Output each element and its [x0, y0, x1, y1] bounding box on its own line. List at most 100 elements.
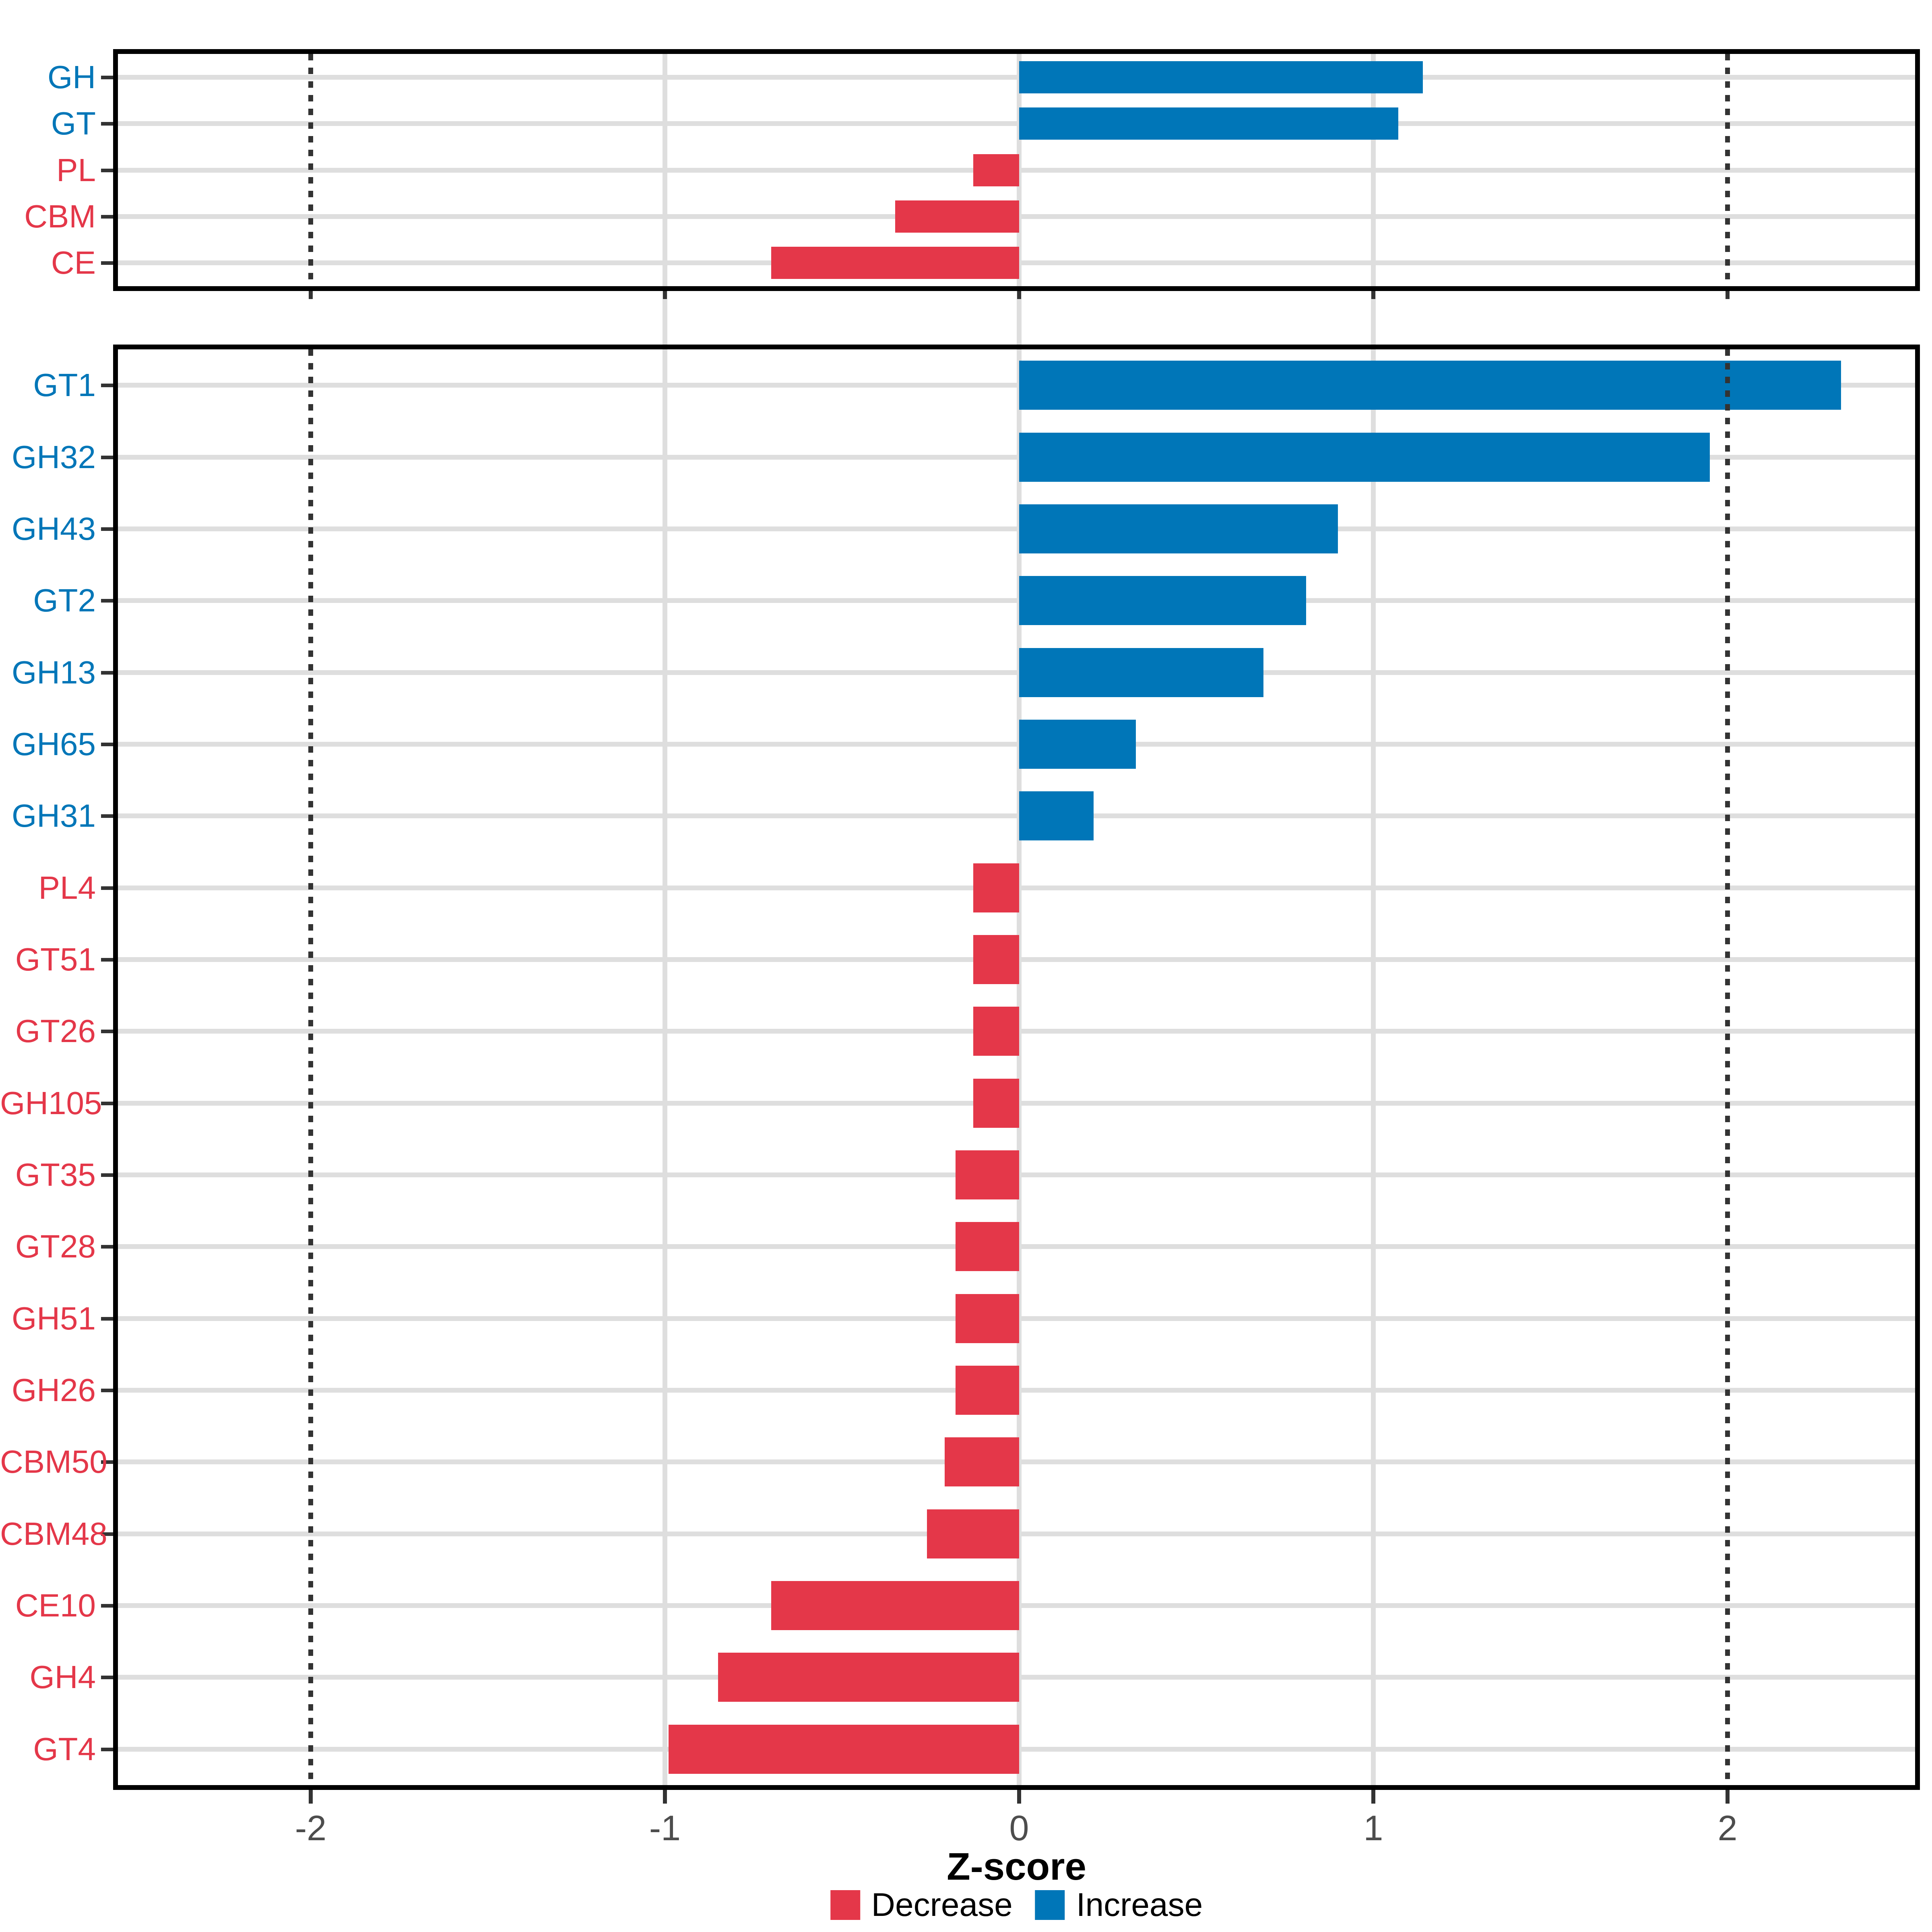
- y-tick-PL: [101, 168, 113, 172]
- bar-GH51: [955, 1294, 1019, 1343]
- y-tick-GH: [101, 75, 113, 79]
- bar-GH4: [718, 1653, 1019, 1702]
- y-tick-CE10: [101, 1604, 113, 1608]
- category-label-CBM50: CBM50: [0, 1444, 107, 1480]
- x-gridline-0: [1017, 54, 1022, 1785]
- category-label-CBM48: CBM48: [0, 1515, 107, 1552]
- category-label-GT4: GT4: [33, 1731, 96, 1767]
- bar-CBM48: [927, 1509, 1019, 1558]
- category-label-GH105: GH105: [0, 1085, 102, 1121]
- y-tick-GT51: [101, 958, 113, 962]
- y-tick-CE: [101, 261, 113, 265]
- category-label-GT28: GT28: [15, 1228, 96, 1265]
- y-tick-CBM50: [101, 1460, 113, 1464]
- y-tick-GH26: [101, 1389, 113, 1393]
- bar-PL: [973, 154, 1019, 186]
- bar-GH: [1019, 61, 1423, 93]
- category-label-CE10: CE10: [15, 1587, 96, 1624]
- legend-item-increase: Increase: [1035, 1889, 1203, 1922]
- family-detail-panel: [113, 345, 1920, 1790]
- x-gridline--1: [663, 54, 667, 1785]
- legend-item-decrease: Decrease: [830, 1889, 1013, 1922]
- bar-CE10: [771, 1581, 1019, 1631]
- legend-key-increase-swatch: [1035, 1890, 1065, 1920]
- row-gridline-GH65: [118, 741, 1915, 747]
- bar-GT35: [955, 1150, 1019, 1200]
- y-tick-GT28: [101, 1245, 113, 1249]
- x-tick-label--1: -1: [649, 1808, 681, 1848]
- bar-GT28: [955, 1222, 1019, 1271]
- category-label-GT26: GT26: [15, 1013, 96, 1049]
- category-label-GT: GT: [51, 105, 96, 142]
- y-tick-CBM48: [101, 1532, 113, 1536]
- category-label-CE: CE: [51, 245, 96, 281]
- x-tick-0-cazyme-class-summary: [1017, 291, 1021, 299]
- y-tick-GH31: [101, 814, 113, 818]
- reference-line--2: [308, 54, 313, 286]
- x-tick-label-0: 0: [1009, 1808, 1029, 1848]
- y-tick-GH43: [101, 527, 113, 531]
- bar-GH13: [1019, 648, 1264, 697]
- category-label-PL: PL: [56, 152, 96, 188]
- bar-GH26: [955, 1366, 1019, 1415]
- category-label-GH51: GH51: [12, 1300, 96, 1336]
- reference-line-2: [1725, 54, 1730, 286]
- row-gridline-GT2: [118, 598, 1915, 603]
- x-tick--2-cazyme-class-summary: [309, 291, 313, 299]
- category-label-GT51: GT51: [15, 941, 96, 977]
- category-label-GT2: GT2: [33, 582, 96, 619]
- y-tick-GT26: [101, 1030, 113, 1034]
- y-tick-GH105: [101, 1101, 113, 1105]
- bar-GT51: [973, 935, 1019, 984]
- class-summary-panel: [113, 49, 1920, 291]
- y-tick-GH51: [101, 1317, 113, 1321]
- y-tick-GH13: [101, 671, 113, 675]
- x-tick--2-cazyme-family-detail: [309, 1790, 313, 1804]
- category-label-GH13: GH13: [12, 654, 96, 690]
- x-tick-2-cazyme-class-summary: [1726, 291, 1730, 299]
- y-tick-GH4: [101, 1676, 113, 1680]
- x-tick--1-cazyme-family-detail: [663, 1790, 667, 1804]
- y-tick-GH32: [101, 455, 113, 459]
- y-tick-GT2: [101, 599, 113, 603]
- x-tick-label-1: 1: [1363, 1808, 1383, 1848]
- bar-GH31: [1019, 791, 1094, 841]
- category-label-GT35: GT35: [15, 1157, 96, 1193]
- y-tick-GT: [101, 122, 113, 126]
- bar-GH105: [973, 1078, 1019, 1128]
- bar-GT: [1019, 107, 1398, 140]
- x-tick-1-cazyme-class-summary: [1371, 291, 1375, 299]
- row-gridline-GH: [118, 74, 1915, 80]
- y-tick-CBM: [101, 215, 113, 219]
- bar-GT26: [973, 1007, 1019, 1056]
- category-label-PL4: PL4: [38, 869, 96, 906]
- x-tick-1-cazyme-family-detail: [1371, 1790, 1375, 1804]
- y-tick-GT1: [101, 384, 113, 388]
- x-tick--1-cazyme-class-summary: [663, 291, 667, 299]
- y-tick-GT35: [101, 1173, 113, 1177]
- legend-key-decrease-swatch: [830, 1890, 860, 1920]
- legend-label-increase: Increase: [1076, 1887, 1203, 1923]
- x-tick-2-cazyme-family-detail: [1726, 1790, 1730, 1804]
- bar-GT4: [668, 1724, 1019, 1774]
- row-gridline-GH43: [118, 526, 1915, 531]
- reference-line--2: [308, 349, 313, 1785]
- row-gridline-GH31: [118, 813, 1915, 819]
- reference-line-2: [1725, 349, 1730, 1785]
- category-label-GH32: GH32: [12, 439, 96, 475]
- y-tick-PL4: [101, 886, 113, 890]
- category-label-GH4: GH4: [29, 1659, 96, 1695]
- category-label-GT1: GT1: [33, 367, 96, 403]
- bar-GH32: [1019, 432, 1710, 482]
- bar-GT1: [1019, 361, 1841, 410]
- row-gridline-GH13: [118, 670, 1915, 675]
- bar-CBM: [895, 200, 1019, 233]
- category-label-GH26: GH26: [12, 1372, 96, 1408]
- x-tick-label-2: 2: [1717, 1808, 1738, 1848]
- bar-PL4: [973, 863, 1019, 912]
- bar-GT2: [1019, 576, 1306, 625]
- x-tick-0-cazyme-family-detail: [1017, 1790, 1021, 1804]
- category-label-GH65: GH65: [12, 726, 96, 762]
- x-gridline-1: [1371, 54, 1376, 1785]
- legend-label-decrease: Decrease: [871, 1887, 1013, 1923]
